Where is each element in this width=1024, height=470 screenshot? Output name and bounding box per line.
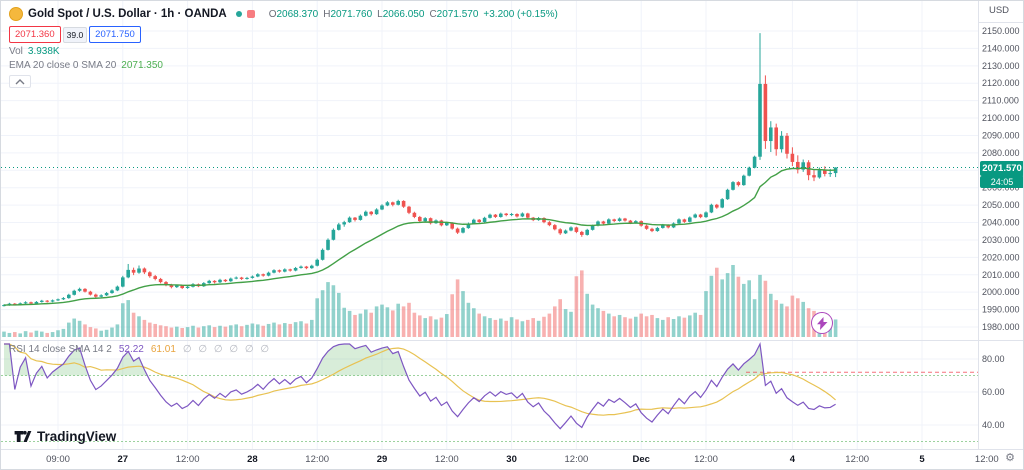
svg-text:2020.000: 2020.000	[982, 252, 1020, 262]
svg-text:2010.000: 2010.000	[982, 270, 1020, 280]
rsi-na-values: ∅ ∅ ∅ ∅ ∅ ∅	[182, 344, 272, 355]
svg-text:12:00: 12:00	[694, 454, 718, 465]
ma-label: EMA 20 close 0 SMA 20	[9, 60, 117, 71]
low-value: 2066.050	[382, 8, 425, 20]
svg-text:09:00: 09:00	[46, 454, 70, 465]
svg-text:2080.000: 2080.000	[982, 148, 1020, 158]
rsi-ma-value: 61.01	[150, 344, 176, 355]
collapse-button[interactable]	[9, 75, 31, 88]
svg-text:2090.000: 2090.000	[982, 130, 1020, 140]
svg-text:2030.000: 2030.000	[982, 235, 1020, 245]
svg-text:1980.000: 1980.000	[982, 322, 1020, 332]
axis-settings-icon[interactable]: ⚙	[1005, 452, 1015, 464]
ohlc-values: O2068.370 H2071.760 L2066.050 C2071.570 +3.2…	[264, 9, 558, 20]
svg-text:27: 27	[118, 454, 129, 465]
rsi-label: RSI 14 close SMA 14 2	[9, 344, 112, 355]
svg-text:12:00: 12:00	[975, 454, 999, 465]
volume-label: Vol	[9, 46, 23, 57]
rsi-legend[interactable]: RSI 14 close SMA 14 2 52.22 61.01 ∅ ∅ ∅ …	[9, 344, 271, 355]
change-value: +3.200 (+0.15%)	[483, 8, 558, 20]
svg-text:2130.000: 2130.000	[982, 61, 1020, 71]
svg-text:12:00: 12:00	[565, 454, 589, 465]
open-label: O	[268, 8, 277, 20]
price-scale[interactable]	[977, 1, 1023, 449]
current-price-badge: 2071.570	[980, 161, 1023, 176]
svg-text:2050.000: 2050.000	[982, 200, 1020, 210]
ma-legend[interactable]: EMA 20 close 0 SMA 20 2071.350	[9, 60, 558, 71]
tradingview-logo-icon	[14, 430, 32, 443]
candle-countdown-badge: 24:05	[980, 176, 1023, 188]
currency-label[interactable]: USD	[988, 5, 1010, 16]
volume-value: 3.938K	[27, 46, 60, 57]
low-label: L	[377, 8, 383, 20]
svg-text:30: 30	[506, 454, 517, 465]
volume-legend[interactable]: Vol 3.938K	[9, 46, 558, 57]
close-value: 2071.570	[436, 8, 479, 20]
svg-text:Dec: Dec	[632, 454, 649, 465]
sell-button[interactable]: 2071.360	[9, 26, 61, 43]
chart-legend: Gold Spot / U.S. Dollar · 1h · OANDA O20…	[9, 6, 558, 88]
svg-text:2000.000: 2000.000	[982, 287, 1020, 297]
svg-text:40.00: 40.00	[982, 420, 1005, 430]
svg-text:12:00: 12:00	[435, 454, 459, 465]
flag-icon[interactable]	[246, 10, 255, 18]
high-label: H	[323, 8, 331, 20]
tradingview-logo[interactable]: TradingView	[13, 427, 116, 446]
svg-text:60.00: 60.00	[982, 387, 1005, 397]
time-scale[interactable]	[1, 449, 1023, 469]
svg-text:5: 5	[919, 454, 925, 465]
symbol-title[interactable]: Gold Spot / U.S. Dollar · 1h · OANDA	[28, 8, 227, 20]
spread-value: 39.0	[62, 26, 88, 43]
svg-text:1990.000: 1990.000	[982, 305, 1020, 315]
svg-text:80.00: 80.00	[982, 354, 1005, 364]
tradingview-logo-text: TradingView	[37, 429, 117, 444]
trade-buttons-row: 2071.360 39.0 2071.750	[9, 26, 558, 43]
svg-text:2150.000: 2150.000	[982, 26, 1020, 36]
market-status-icon	[235, 11, 242, 17]
open-value: 2068.370	[276, 8, 319, 20]
svg-text:2140.000: 2140.000	[982, 43, 1020, 53]
symbol-row: Gold Spot / U.S. Dollar · 1h · OANDA O20…	[9, 6, 558, 22]
svg-text:4: 4	[790, 454, 796, 465]
high-value: 2071.760	[330, 8, 373, 20]
svg-text:2040.000: 2040.000	[982, 218, 1020, 228]
axis-labels-layer: 1980.000 1990.000 2000.000 2010.000 2020.000…	[46, 26, 1019, 465]
volume-layer	[2, 265, 838, 337]
rsi-value: 52.22	[118, 344, 144, 355]
svg-text:2120.000: 2120.000	[982, 78, 1020, 88]
instrument-logo-icon	[9, 7, 23, 21]
buy-button[interactable]: 2071.750	[89, 26, 141, 43]
close-label: C	[429, 8, 437, 20]
svg-text:2110.000: 2110.000	[982, 96, 1019, 106]
svg-text:29: 29	[377, 454, 388, 465]
svg-text:12:00: 12:00	[845, 454, 869, 465]
svg-text:28: 28	[247, 454, 258, 465]
ma-value: 2071.350	[121, 60, 163, 71]
svg-text:2100.000: 2100.000	[982, 113, 1020, 123]
svg-text:12:00: 12:00	[176, 454, 200, 465]
chevron-up-icon	[15, 78, 25, 84]
indicator-layer	[1, 167, 978, 442]
quick-trade-button[interactable]	[811, 312, 833, 334]
svg-text:12:00: 12:00	[305, 454, 329, 465]
lightning-icon	[816, 316, 827, 330]
